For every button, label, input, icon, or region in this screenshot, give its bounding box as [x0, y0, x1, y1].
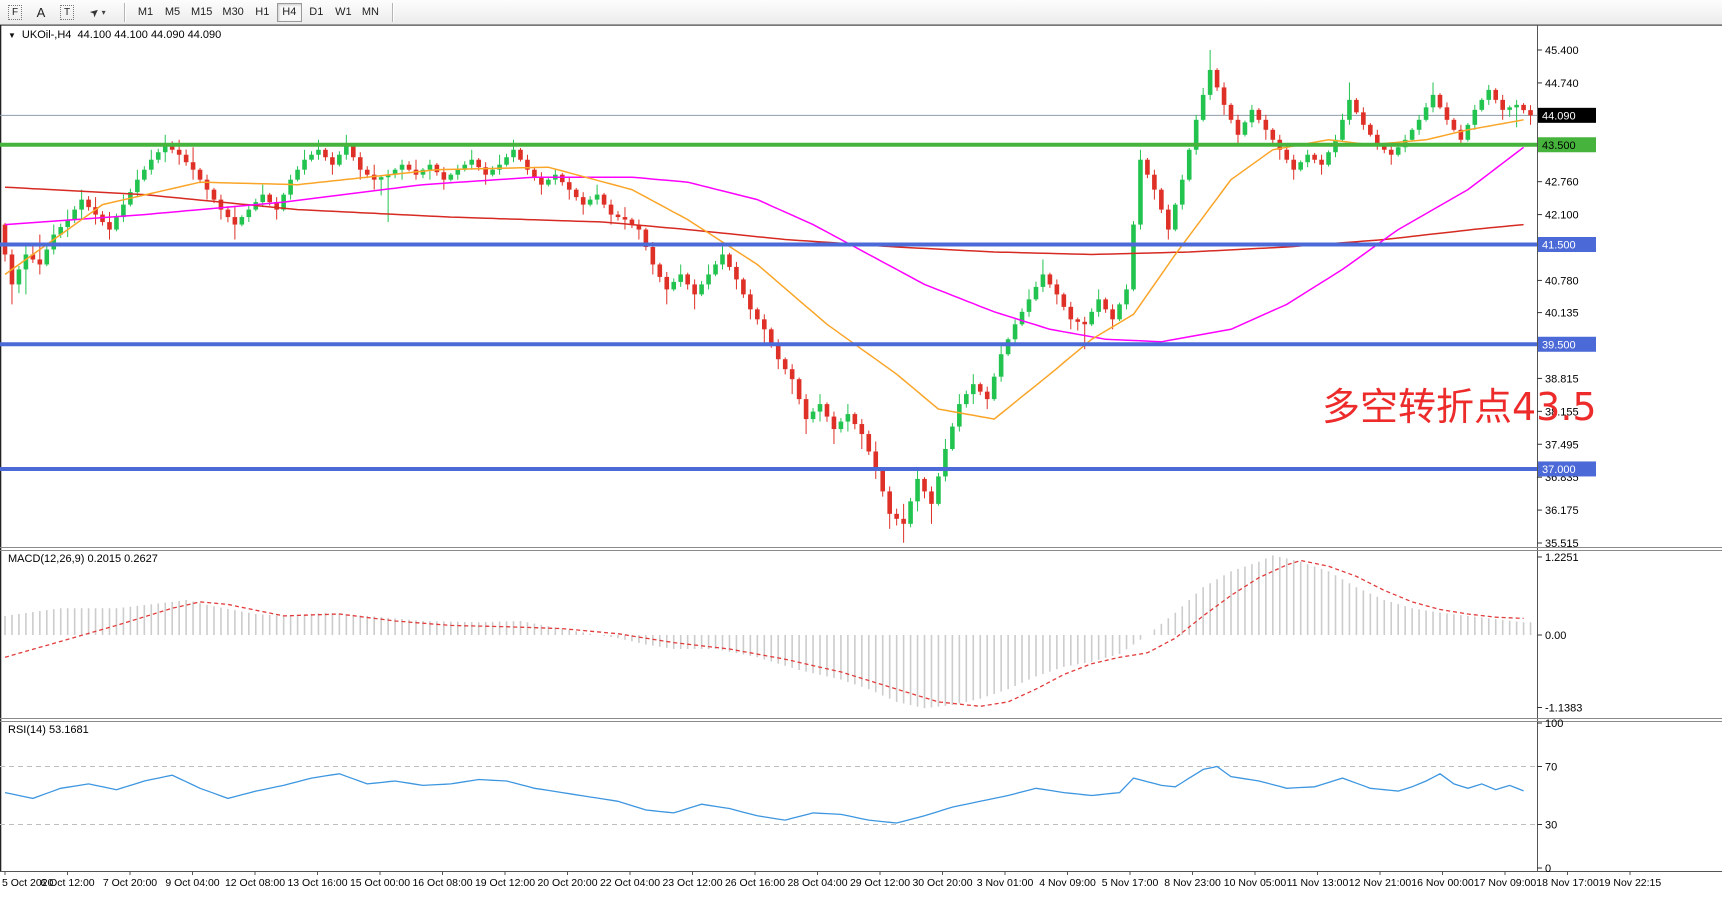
svg-text:0: 0: [1545, 863, 1551, 875]
timeframe-button-H4[interactable]: H4: [276, 2, 302, 22]
rsi-line: [4, 765, 1524, 824]
svg-text:0.00: 0.00: [1545, 630, 1566, 642]
timeframe-button-W1[interactable]: W1: [331, 3, 356, 22]
chart-canvas[interactable]: 45.400 44.740 42.760 42.100 40.780 40.135 38.8…: [0, 25, 1722, 892]
svg-text:4 Nov 09:00: 4 Nov 09:00: [1039, 877, 1096, 889]
svg-text:43.500: 43.500: [1542, 140, 1576, 152]
symbol-dropdown-icon[interactable]: ▼: [8, 30, 16, 40]
svg-text:37.495: 37.495: [1545, 439, 1579, 451]
svg-text:16 Oct 08:00: 16 Oct 08:00: [412, 877, 472, 889]
font-tool-button[interactable]: A: [28, 2, 54, 23]
svg-text:19 Nov 22:15: 19 Nov 22:15: [1599, 877, 1662, 889]
chart-frame: [0, 25, 1722, 892]
svg-text:19 Oct 12:00: 19 Oct 12:00: [475, 877, 535, 889]
toolbar: F A T ➤ ▾ M1 M5 M15 M30 H1 H4 D1 W1 MN: [0, 0, 1722, 25]
candlestick-series: [2, 50, 1533, 543]
timeframe-button-D1[interactable]: D1: [304, 3, 329, 22]
svg-text:11 Nov 13:00: 11 Nov 13:00: [1287, 877, 1349, 889]
svg-text:6 Oct 12:00: 6 Oct 12:00: [40, 877, 94, 889]
timeframe-button-H1[interactable]: H1: [250, 3, 275, 22]
svg-text:9 Oct 04:00: 9 Oct 04:00: [165, 877, 219, 889]
timeframe-toolbar: M1 M5 M15 M30 H1 H4 D1 W1 MN: [132, 2, 384, 22]
svg-text:38.815: 38.815: [1545, 373, 1579, 385]
svg-text:42.100: 42.100: [1545, 210, 1579, 222]
timeframe-button-M5[interactable]: M5: [160, 3, 185, 22]
macd-histogram: [4, 555, 1532, 709]
svg-text:23 Oct 12:00: 23 Oct 12:00: [662, 877, 722, 889]
macd-signal-line: [4, 559, 1524, 707]
svg-text:12 Nov 21:00: 12 Nov 21:00: [1349, 877, 1412, 889]
arrow-tool-icon: ➤: [87, 4, 103, 20]
pane-splitter[interactable]: [0, 547, 1722, 722]
svg-text:5 Nov 17:00: 5 Nov 17:00: [1102, 877, 1159, 889]
svg-text:40.780: 40.780: [1545, 275, 1579, 287]
svg-text:41.500: 41.500: [1542, 240, 1576, 252]
chart-area: 45.400 44.740 42.760 42.100 40.780 40.135 38.8…: [0, 25, 1722, 892]
svg-text:37.000: 37.000: [1542, 464, 1576, 476]
toolbar-separator: [391, 2, 394, 22]
svg-text:1.2251: 1.2251: [1545, 552, 1579, 564]
text-tool-icon: T: [59, 4, 75, 20]
ma-red-slow: [4, 186, 1524, 256]
chevron-down-icon: ▾: [101, 7, 106, 17]
price-axis[interactable]: 45.400 44.740 42.760 42.100 40.780 40.135 38.8…: [1537, 45, 1596, 875]
svg-text:7 Oct 20:00: 7 Oct 20:00: [103, 877, 157, 889]
ma-orange-fast: [4, 119, 1524, 420]
timeframe-button-M30[interactable]: M30: [218, 3, 247, 22]
svg-text:29 Oct 12:00: 29 Oct 12:00: [850, 877, 910, 889]
arrow-tool-button[interactable]: ➤ ▾: [80, 2, 116, 23]
horizontal-level-lines[interactable]: [0, 142, 1537, 471]
svg-text:13 Oct 16:00: 13 Oct 16:00: [287, 877, 347, 889]
svg-text:42.760: 42.760: [1545, 177, 1579, 189]
svg-text:70: 70: [1545, 762, 1557, 774]
svg-text:3 Nov 01:00: 3 Nov 01:00: [977, 877, 1034, 889]
frame-tool-icon: F: [7, 4, 23, 20]
timeframe-button-MN[interactable]: MN: [358, 3, 383, 22]
svg-text:8 Nov 23:00: 8 Nov 23:00: [1164, 877, 1221, 889]
svg-text:26 Oct 16:00: 26 Oct 16:00: [725, 877, 785, 889]
svg-text:12 Oct 08:00: 12 Oct 08:00: [225, 877, 285, 889]
svg-text:5 Oct 2020: 5 Oct 2020: [2, 877, 54, 889]
svg-text:30 Oct 20:00: 30 Oct 20:00: [912, 877, 972, 889]
svg-text:-1.1383: -1.1383: [1545, 703, 1582, 715]
text-tool-button[interactable]: T: [54, 2, 80, 23]
rsi-guide-lines: [0, 766, 1537, 825]
frame-tool-button[interactable]: F: [2, 2, 28, 23]
svg-text:39.500: 39.500: [1542, 339, 1576, 351]
svg-text:44.740: 44.740: [1545, 78, 1579, 90]
svg-text:10 Nov 05:00: 10 Nov 05:00: [1224, 877, 1287, 889]
svg-text:45.400: 45.400: [1545, 45, 1579, 57]
svg-text:15 Oct 00:00: 15 Oct 00:00: [350, 877, 410, 889]
svg-text:100: 100: [1545, 718, 1563, 730]
timeframe-button-M15[interactable]: M15: [187, 3, 216, 22]
svg-text:28 Oct 04:00: 28 Oct 04:00: [787, 877, 847, 889]
svg-text:20 Oct 20:00: 20 Oct 20:00: [537, 877, 597, 889]
svg-text:44.090: 44.090: [1542, 110, 1576, 122]
timeframe-button-M1[interactable]: M1: [133, 3, 158, 22]
svg-text:38.155: 38.155: [1545, 406, 1579, 418]
svg-text:30: 30: [1545, 820, 1557, 832]
svg-text:40.135: 40.135: [1545, 308, 1579, 320]
svg-text:18 Nov 17:00: 18 Nov 17:00: [1536, 877, 1599, 889]
svg-text:22 Oct 04:00: 22 Oct 04:00: [600, 877, 660, 889]
font-tool-icon: A: [36, 4, 46, 20]
ma-magenta-mid: [4, 146, 1525, 343]
svg-text:35.515: 35.515: [1545, 538, 1579, 550]
svg-text:17 Nov 09:00: 17 Nov 09:00: [1474, 877, 1537, 889]
toolbar-separator: [124, 2, 126, 22]
svg-text:16 Nov 00:00: 16 Nov 00:00: [1411, 877, 1474, 889]
svg-text:36.175: 36.175: [1545, 505, 1579, 517]
